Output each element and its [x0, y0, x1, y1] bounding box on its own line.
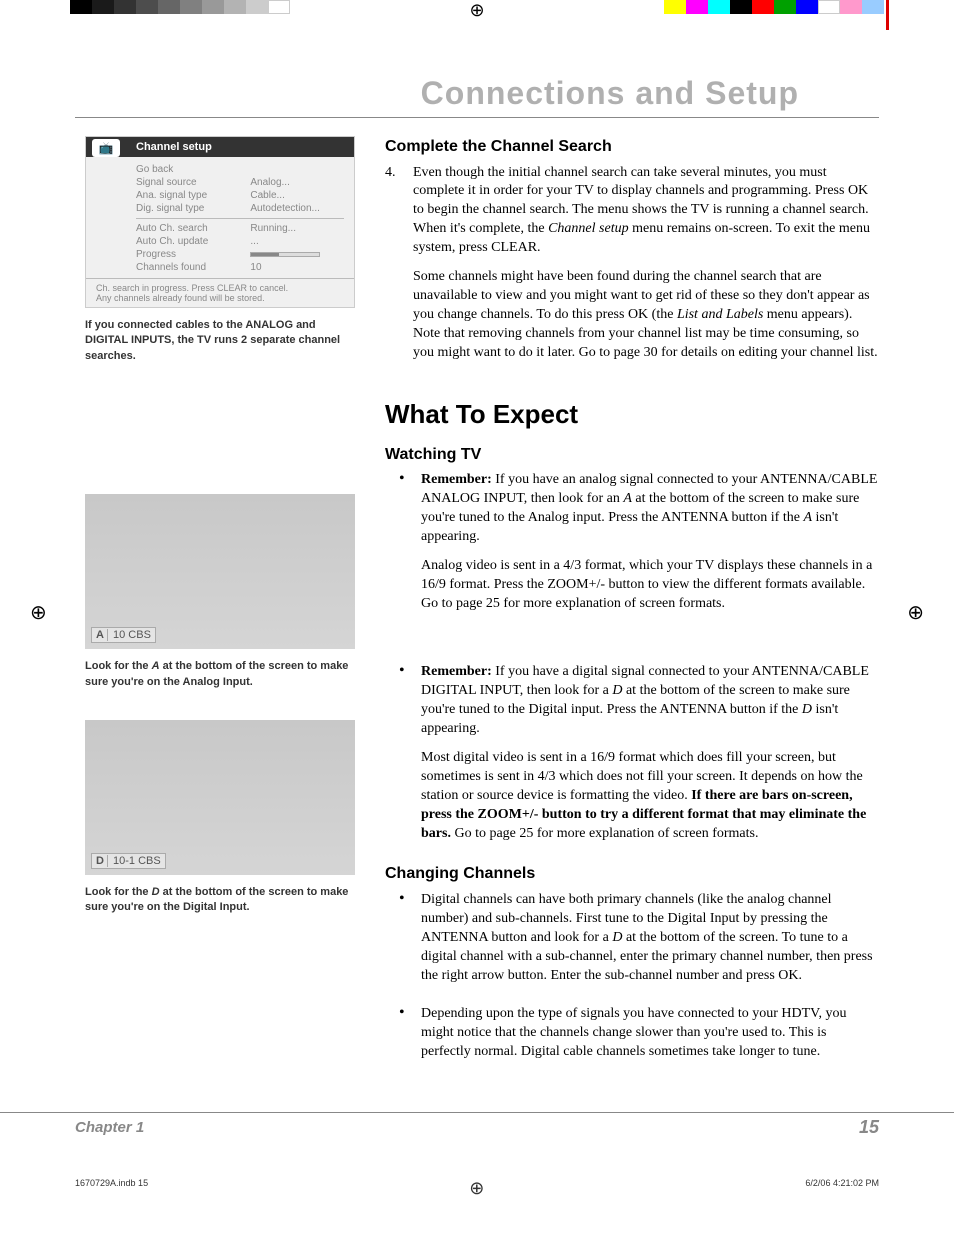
list-item: • Remember: If you have an analog signal…	[385, 471, 879, 623]
indicator-d: D	[96, 855, 108, 867]
print-color-bars-top: ⊕	[0, 0, 954, 20]
channel-label-a: 10 CBS	[113, 629, 151, 641]
caption-digital: Look for the D at the bottom of the scre…	[85, 885, 355, 916]
body-text: Digital channels can have both primary c…	[421, 891, 879, 985]
body-text: Even though the initial channel search c…	[413, 164, 879, 258]
registration-mark-icon: ⊕	[469, 0, 484, 21]
list-item: • Digital channels can have both primary…	[385, 891, 879, 995]
channel-setup-screenshot: 📺 Channel setup Go backSignal sourceAnal…	[85, 136, 355, 308]
caption-channel-search: If you connected cables to the ANALOG an…	[85, 318, 355, 364]
bullet-icon: •	[399, 471, 407, 623]
chapter-label: Chapter 1	[75, 1113, 144, 1138]
doc-filename: 1670729A.indb 15	[75, 1178, 148, 1199]
indicator-a: A	[96, 629, 108, 641]
registration-mark-left-icon: ⊕	[30, 600, 47, 625]
page-footer: Chapter 1 15	[0, 1112, 954, 1138]
channel-setup-footer1: Ch. search in progress. Press CLEAR to c…	[96, 283, 344, 293]
document-print-footer: 1670729A.indb 15 ⊕ 6/2/06 4:21:02 PM	[0, 1138, 954, 1209]
list-item: 4. Even though the initial channel searc…	[385, 164, 879, 373]
registration-mark-bottom-icon: ⊕	[469, 1178, 484, 1199]
tv-screen-analog: A 10 CBS	[85, 494, 355, 649]
body-text: Remember: If you have an analog signal c…	[421, 471, 879, 547]
list-item: • Depending upon the type of signals you…	[385, 1005, 879, 1072]
bullet-icon: •	[399, 891, 407, 995]
page-header-title: Connections and Setup	[75, 20, 879, 118]
bullet-icon: •	[399, 1005, 407, 1072]
list-item: • Remember: If you have a digital signal…	[385, 663, 879, 853]
heading-watching-tv: Watching TV	[385, 444, 879, 466]
body-text: Remember: If you have a digital signal c…	[421, 663, 879, 739]
item-number: 4.	[385, 164, 399, 373]
body-text: Most digital video is sent in a 16/9 for…	[421, 749, 879, 843]
tv-icon: 📺	[92, 139, 120, 157]
registration-mark-right-icon: ⊕	[907, 600, 924, 625]
heading-changing-channels: Changing Channels	[385, 863, 879, 885]
bullet-icon: •	[399, 663, 407, 853]
channel-setup-title: Channel setup	[136, 141, 212, 153]
caption-analog: Look for the A at the bottom of the scre…	[85, 659, 355, 690]
channel-setup-footer2: Any channels already found will be store…	[96, 293, 344, 303]
heading-complete-search: Complete the Channel Search	[385, 136, 879, 158]
body-text: Analog video is sent in a 4/3 format, wh…	[421, 557, 879, 614]
doc-timestamp: 6/2/06 4:21:02 PM	[805, 1178, 879, 1199]
channel-label-d: 10-1 CBS	[113, 855, 161, 867]
heading-what-to-expect: What To Expect	[385, 397, 879, 432]
tv-screen-digital: D 10-1 CBS	[85, 720, 355, 875]
body-text: Some channels might have been found duri…	[413, 268, 879, 362]
body-text: Depending upon the type of signals you h…	[421, 1005, 879, 1062]
page-number: 15	[859, 1113, 879, 1138]
